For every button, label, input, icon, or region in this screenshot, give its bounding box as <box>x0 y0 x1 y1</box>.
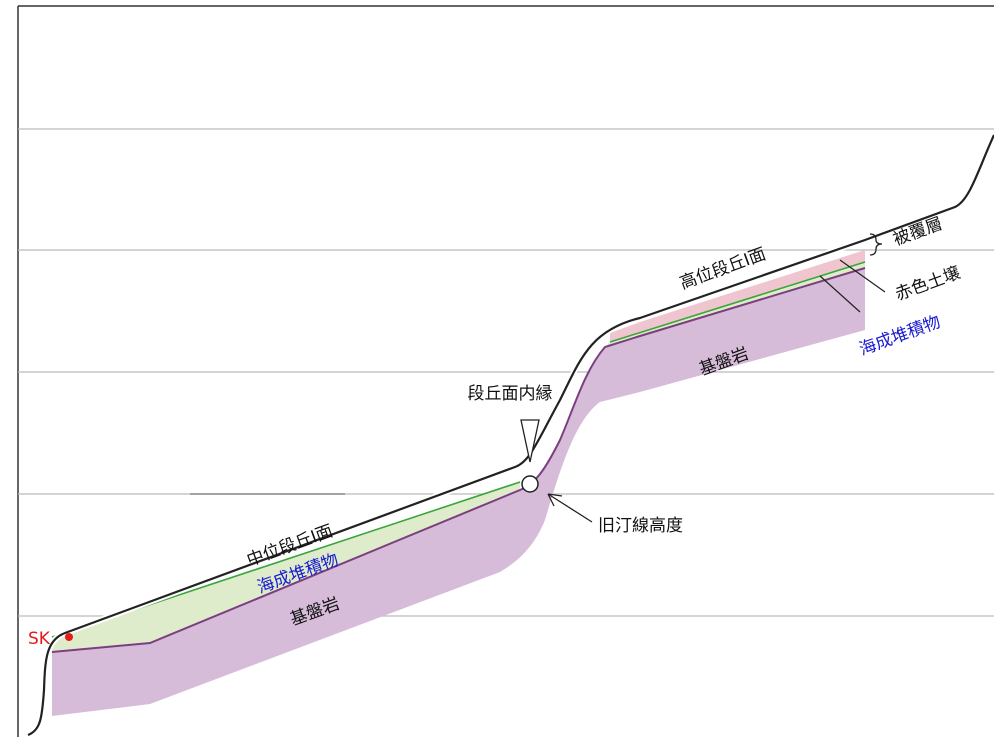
arrow-head <box>547 493 563 507</box>
label-red-soil: 赤色土壌 <box>893 263 964 305</box>
inner-edge-marker <box>520 419 540 463</box>
red-soil <box>610 250 865 342</box>
red-soil-leader <box>839 259 886 293</box>
marine-deposit-lower <box>52 482 520 652</box>
upper-deposit-line <box>609 261 866 343</box>
ground-surface <box>27 134 994 737</box>
label-inner-edge: 段丘面内縁 <box>468 384 553 404</box>
label-old-shoreline: 旧汀線高度 <box>598 516 683 536</box>
deposit-leader <box>819 275 861 313</box>
bedrock <box>52 268 865 716</box>
label-marine-deposit-upper: 海成堆積物 <box>857 312 944 360</box>
shoreline-circle <box>521 475 539 493</box>
shoreline-arrow <box>547 493 593 523</box>
marine-deposit-upper <box>605 262 865 347</box>
cover-bracket <box>869 233 883 256</box>
sk-point <box>65 633 73 641</box>
label-sk: SK <box>28 629 51 649</box>
